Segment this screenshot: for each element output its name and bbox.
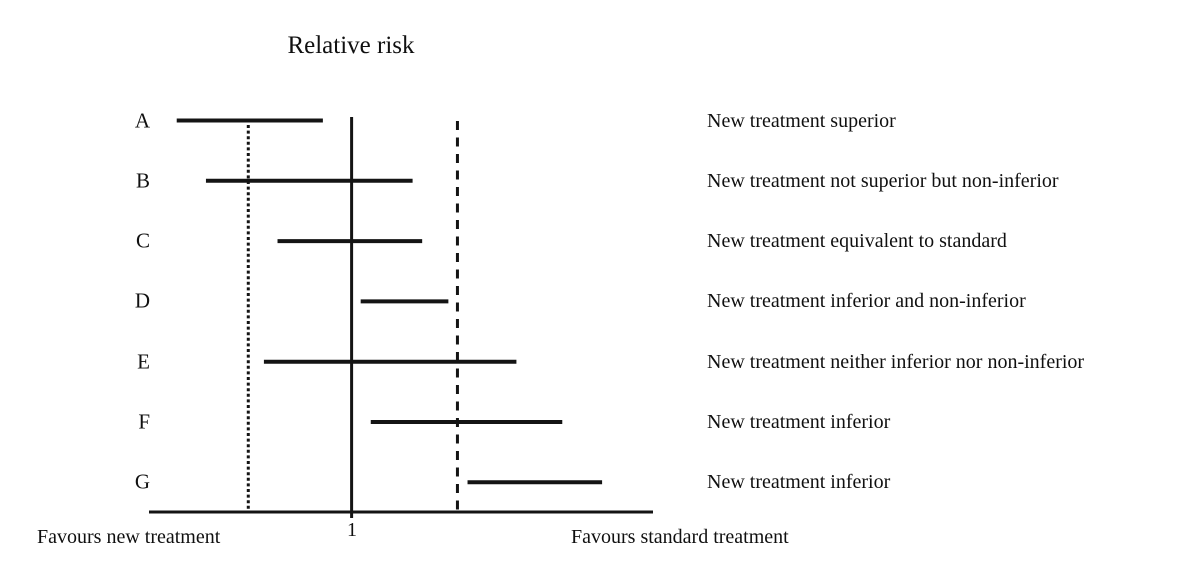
row-interpretation-A: New treatment superior [707,109,896,132]
row-label-E: E [137,349,150,374]
row-label-F: F [138,409,150,434]
axis-tick-label-one: 1 [347,519,357,541]
row-interpretation-B: New treatment not superior but non-infer… [707,169,1059,192]
row-interpretation-G: New treatment inferior [707,471,891,494]
row-label-B: B [135,168,150,193]
row-interpretation-E: New treatment neither inferior nor non-i… [707,350,1085,373]
row-label-C: C [135,228,150,253]
axis-caption-favours-new: Favours new treatment [37,526,221,548]
row-label-D: D [134,288,150,313]
row-label-A: A [134,108,150,132]
row-interpretation-C: New treatment equivalent to standard [707,230,1007,253]
row-interpretation-F: New treatment inferior [707,411,891,433]
row-label-G: G [134,469,150,494]
row-interpretation-D: New treatment inferior and non-inferior [707,290,1026,313]
axis-caption-favours-standard: Favours standard treatment [571,526,789,548]
chart-title: Relative risk [287,32,415,59]
